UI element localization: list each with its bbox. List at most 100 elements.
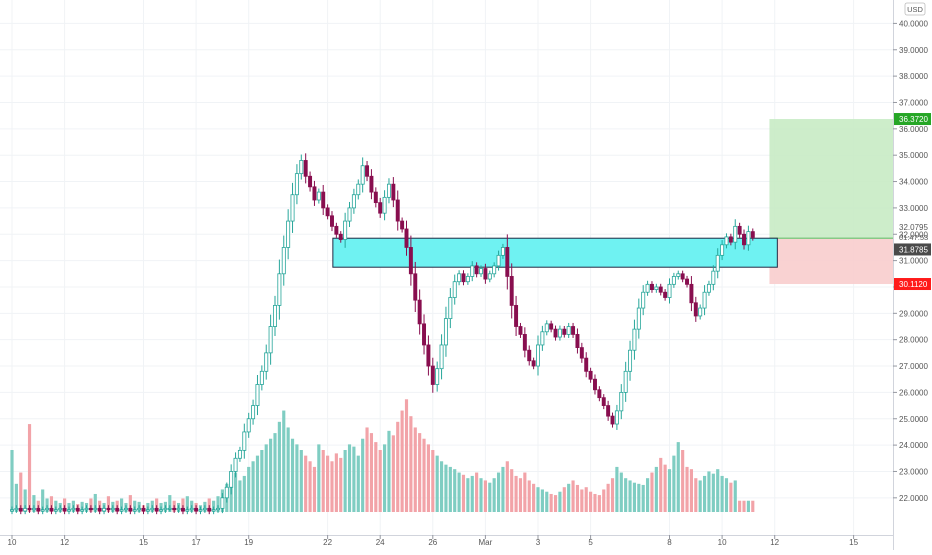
price-tick-label: 28.0000 bbox=[899, 336, 928, 345]
candle bbox=[128, 505, 133, 515]
countdown-label: 01:47:53 bbox=[899, 233, 928, 242]
candle-body bbox=[671, 276, 676, 285]
volume-bar bbox=[694, 478, 698, 512]
candle-body bbox=[623, 370, 628, 393]
candle bbox=[71, 505, 76, 513]
candle-body bbox=[720, 244, 725, 256]
volume-bar bbox=[369, 433, 374, 512]
volume-bar bbox=[435, 455, 439, 512]
candle-body bbox=[321, 191, 326, 209]
candle-body bbox=[106, 507, 111, 511]
candle bbox=[487, 270, 492, 283]
volume-bar bbox=[663, 464, 667, 512]
time-tick-label: 10 bbox=[8, 538, 17, 547]
price-tick-label: 33.0000 bbox=[899, 204, 928, 213]
candle bbox=[67, 506, 71, 515]
candle-body bbox=[23, 507, 28, 512]
volume-bar bbox=[549, 493, 553, 512]
candle bbox=[62, 505, 67, 515]
candle-body bbox=[746, 231, 751, 246]
candle-body bbox=[619, 391, 624, 412]
volume-bar bbox=[624, 478, 628, 512]
volume-bar bbox=[751, 500, 755, 512]
volume-bar bbox=[347, 444, 352, 512]
candle bbox=[93, 505, 98, 513]
candle bbox=[671, 272, 676, 288]
candle bbox=[619, 384, 624, 420]
candle bbox=[562, 325, 567, 338]
candle-body bbox=[452, 281, 457, 298]
volume-bar bbox=[49, 496, 54, 512]
volume-bar bbox=[277, 421, 281, 512]
candle bbox=[220, 493, 225, 514]
candle-body bbox=[500, 247, 505, 256]
candle-body bbox=[413, 273, 418, 301]
volume-bar bbox=[168, 495, 172, 512]
candle bbox=[500, 243, 505, 259]
time-tick-label: 12 bbox=[770, 538, 779, 547]
candle bbox=[382, 190, 387, 221]
price-tick-label: 36.0000 bbox=[899, 125, 928, 134]
current-price-label: 31.8785 bbox=[899, 245, 928, 254]
candle-body bbox=[417, 299, 422, 325]
candle bbox=[588, 367, 593, 383]
volume-bar bbox=[733, 480, 737, 512]
candle bbox=[378, 197, 383, 218]
candle bbox=[119, 506, 124, 515]
candle-body bbox=[483, 268, 488, 280]
price-tick-label: 29.0000 bbox=[899, 309, 928, 318]
volume-bar bbox=[742, 500, 746, 512]
candle-body bbox=[439, 344, 444, 370]
candle-body bbox=[395, 199, 400, 222]
candle bbox=[544, 320, 549, 336]
volume-bar bbox=[295, 444, 299, 512]
time-tick-label: 15 bbox=[849, 538, 858, 547]
candle bbox=[461, 270, 466, 286]
volume-bars bbox=[10, 399, 755, 512]
candle-body bbox=[737, 225, 742, 235]
volume-bar bbox=[431, 450, 435, 512]
candle bbox=[426, 335, 431, 376]
time-tick-label: 10 bbox=[718, 538, 727, 547]
volume-bar bbox=[606, 483, 610, 512]
candle-body bbox=[198, 509, 203, 512]
candle-body bbox=[544, 323, 549, 333]
candle-body bbox=[584, 357, 589, 372]
candle bbox=[150, 505, 155, 513]
candle bbox=[299, 154, 304, 180]
candle bbox=[27, 505, 32, 513]
volume-bar bbox=[185, 496, 189, 512]
candle bbox=[435, 361, 440, 392]
volume-bar bbox=[615, 466, 619, 512]
volume-bar bbox=[255, 455, 260, 512]
candle-body bbox=[649, 283, 654, 291]
volume-bar bbox=[378, 450, 382, 512]
candle-body bbox=[102, 507, 107, 512]
volume-bar bbox=[470, 475, 474, 512]
candle bbox=[351, 188, 356, 214]
candle bbox=[448, 288, 453, 329]
candle bbox=[145, 506, 150, 515]
candle-body bbox=[246, 418, 251, 433]
candle-body bbox=[593, 378, 597, 391]
volume-bar bbox=[702, 475, 707, 512]
volume-bar bbox=[540, 489, 544, 512]
price-tick-label: 34.0000 bbox=[899, 178, 928, 187]
candle bbox=[106, 505, 111, 513]
candle bbox=[163, 505, 168, 513]
candle bbox=[584, 352, 589, 378]
price-tick-label: 39.0000 bbox=[899, 46, 928, 55]
volume-bar bbox=[716, 469, 720, 512]
candle bbox=[281, 235, 286, 286]
volume-bar bbox=[229, 478, 233, 512]
candle-body bbox=[461, 273, 466, 283]
candle bbox=[316, 188, 321, 204]
volume-bar bbox=[361, 438, 365, 512]
candle-body bbox=[689, 283, 694, 304]
candle-body bbox=[509, 276, 514, 306]
candle bbox=[724, 233, 729, 249]
volume-bar bbox=[659, 457, 663, 512]
volume-bar bbox=[562, 487, 566, 512]
